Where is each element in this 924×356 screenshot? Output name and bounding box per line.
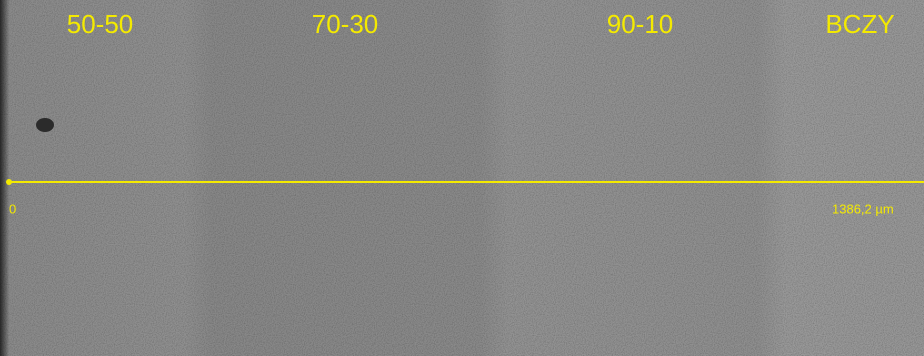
pore	[36, 118, 54, 132]
region-label: 90-10	[607, 9, 674, 39]
region-label: BCZY	[825, 9, 894, 39]
scale-start-label: 0	[9, 201, 16, 216]
scale-end-label: 1386,2 µm	[832, 201, 894, 216]
scale-start-point	[6, 179, 12, 185]
micrograph: 50-50 70-30 90-10 BCZY 0 1386,2 µm	[0, 0, 924, 356]
texture	[0, 0, 924, 356]
region-label: 50-50	[67, 9, 134, 39]
region-label: 70-30	[312, 9, 379, 39]
